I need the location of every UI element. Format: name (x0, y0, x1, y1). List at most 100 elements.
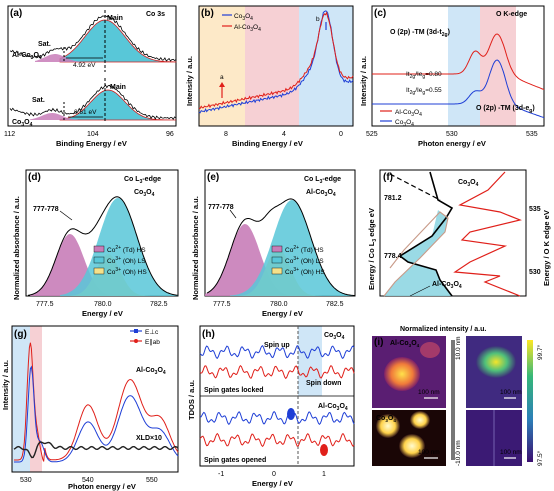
panel-i: Normalized intensity / a.u. 100 nm 100 n… (372, 326, 544, 466)
f-rtick-1: 530 (529, 269, 541, 276)
i-axis-top: 10.0 nm (455, 337, 462, 361)
g-xld: XLD×10 (136, 435, 162, 442)
h-xtick-2: 1 (322, 471, 326, 478)
panel-f: (f) Co3O4 Al-Co3O4 781.2 778.4 535 530 E… (367, 169, 551, 297)
b-xtick-2: 0 (339, 131, 343, 138)
a-top-split: 4.92 eV (73, 62, 96, 69)
i-title: Normalized intensity / a.u. (400, 326, 486, 333)
c-eg-label: O (2p) -TM (3d-eg) (476, 105, 535, 114)
b-legend-al: Al-Co3O4 (234, 24, 261, 33)
panel-b-label: (b) (201, 8, 214, 19)
panel-g-label: (g) (14, 329, 27, 340)
h-gate-opened: Spin gates opened (204, 457, 266, 464)
e-xtick-1: 780.0 (270, 301, 288, 308)
panel-d: (d) Co L3-edge Co3O4 777-778 Co2+ (Td) H… (12, 169, 179, 318)
d-mark: 777-778 (33, 206, 59, 213)
e-ylabel: Normalized absorbance / a.u. (191, 196, 200, 300)
d-xtick-1: 780.0 (94, 301, 112, 308)
d-legend-1: Co3+ (Oh) LS (107, 256, 146, 265)
panel-a: (a) Co 3s Main Sat. Al-Co3O4 4.92 eV Mai… (4, 5, 177, 148)
f-co-label: Co3O4 (458, 179, 479, 188)
d-xtick-0: 777.5 (36, 301, 54, 308)
panel-c-label: (c) (374, 8, 386, 19)
panel-h: (h) Co3O4 Spin up Spin down Spin gates l… (187, 325, 355, 488)
g-legend-0: E⊥c (145, 329, 159, 336)
a-xlabel: Binding Energy / eV (56, 139, 127, 148)
f-ylabel-right: Energy / O K edge eV (542, 210, 551, 286)
i-cbar-bot: 97.5° (536, 450, 544, 466)
c-xtick-2: 535 (526, 131, 538, 138)
h-ylabel: TDOS / a.u. (187, 380, 196, 420)
i-scale-tr: 100 nm (500, 389, 522, 396)
e-legend-2: Co3+ (Oh) HS (285, 267, 325, 276)
g-xtick-0: 530 (20, 477, 32, 484)
b-xtick-1: 4 (282, 131, 286, 138)
a-top-sat: Sat. (38, 41, 51, 48)
f-ltick-0: 781.2 (384, 195, 402, 202)
f-ltick-1: 778.4 (384, 253, 402, 260)
a-bot-sat: Sat. (32, 97, 45, 104)
i-scale-br: 100 nm (500, 449, 522, 456)
i-scale-tl: 100 nm (418, 389, 440, 396)
panel-d-label: (d) (28, 172, 41, 183)
c-t2g-label: O (2p) -TM (3d-t2g) (390, 29, 450, 38)
a-xtick-0: 112 (4, 131, 15, 138)
a-top-main: Main (107, 15, 123, 22)
g-xlabel: Photon energy / eV (68, 482, 136, 491)
d-legend-2: Co3+ (Oh) HS (107, 267, 147, 276)
d-xtick-2: 782.5 (150, 301, 168, 308)
a-bot-split: 3.61 eV (74, 109, 97, 116)
panel-b: a b (b) Co3O4 Al-Co3O4 8 4 0 Binding Ene… (185, 5, 354, 148)
h-bot-sample: Al-Co3O4 (318, 403, 348, 412)
b-mark-b: b (316, 16, 320, 23)
d-title: Co L3-edge (124, 176, 161, 185)
i-cbar-top: 99.7° (536, 344, 544, 360)
panel-a-tag: Co 3s (146, 11, 165, 18)
i-scale-bl: 100 nm (418, 449, 440, 456)
b-xlabel: Binding Energy / eV (232, 139, 303, 148)
panel-g: (g) E⊥c E∥ab Al-Co3O4 XLD×10 530 540 550… (1, 325, 179, 491)
panel-h-label: (h) (202, 329, 215, 340)
h-xtick-1: 0 (272, 471, 276, 478)
f-al-label: Al-Co3O4 (432, 281, 462, 290)
d-legend-0: Co2+ (Td) HS (107, 245, 146, 254)
g-xtick-1: 540 (82, 477, 94, 484)
h-xtick-0: -1 (218, 471, 224, 478)
g-legend-1: E∥ab (145, 338, 160, 346)
a-xtick-1: 104 (87, 131, 99, 138)
i-tl-label: Al-Co3O4 (390, 340, 420, 348)
h-xlabel: Energy / eV (252, 479, 293, 488)
spin-up-icon (287, 408, 295, 420)
c-xtick-0: 525 (366, 131, 378, 138)
c-legend-co: Co3O4 (395, 119, 414, 128)
panel-a-label: (a) (10, 8, 22, 19)
c-ylabel: Intensity / a.u. (359, 56, 368, 106)
d-sample: Co3O4 (134, 189, 155, 198)
e-xtick-0: 777.5 (213, 301, 231, 308)
g-xtick-2: 550 (146, 477, 158, 484)
e-mark: 777-778 (208, 204, 234, 211)
b-mark-a: a (220, 74, 224, 81)
c-xlabel: Photon energy / eV (418, 139, 486, 148)
c-xtick-1: 530 (446, 131, 458, 138)
b-xtick-0: 8 (224, 131, 228, 138)
panel-i-label: (i) (374, 337, 383, 348)
a-bot-main: Main (110, 84, 126, 91)
b-ylabel: Intensity / a.u. (185, 56, 194, 106)
f-rtick-0: 535 (529, 206, 541, 213)
a-top-sample: Al-Co3O4 (12, 52, 42, 61)
d-xlabel: Energy / eV (82, 309, 123, 318)
h-spin-up: Spin up (264, 342, 290, 349)
e-title: Co L3-edge (304, 176, 341, 185)
c-legend-al: Al-Co3O4 (395, 109, 422, 118)
e-sample: Al-Co3O4 (306, 189, 336, 198)
g-ylabel: Intensity / a.u. (1, 360, 10, 410)
e-xlabel: Energy / eV (262, 309, 303, 318)
f-ylabel-left: Energy / Co L3 edge eV (367, 208, 378, 290)
e-legend-0: Co2+ (Td) HS (285, 245, 324, 254)
a-bot-sample: Co3O4 (12, 119, 33, 128)
spin-down-icon (320, 444, 328, 456)
d-ylabel: Normalized absorbance / a.u. (12, 196, 21, 300)
c-ratio-al: It2g/Ieg=0.80 (406, 71, 442, 80)
